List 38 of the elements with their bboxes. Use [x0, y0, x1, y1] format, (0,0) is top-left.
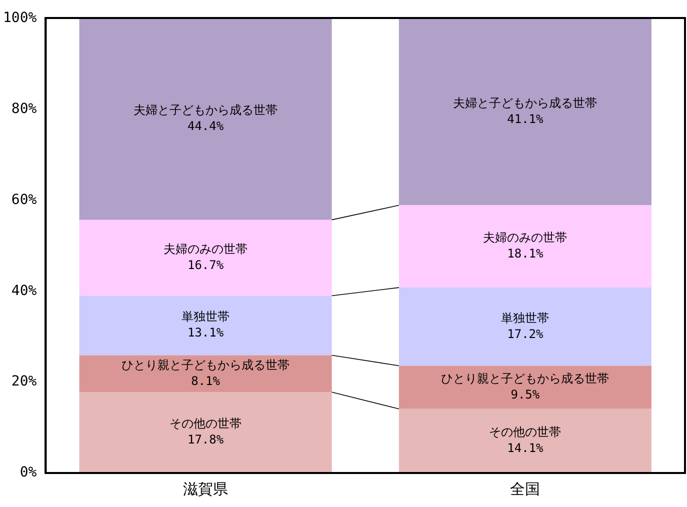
y-tick-label: 0%	[20, 464, 38, 481]
text: 夫婦と子どもから成る世帯	[453, 96, 598, 110]
bar	[398, 408, 652, 473]
x-tick-label: 滋賀県	[183, 480, 228, 498]
data-label: 13.1%	[187, 326, 224, 340]
bar	[79, 18, 332, 220]
bar	[79, 392, 332, 473]
data-label: 44.4%	[187, 119, 224, 134]
text: その他の世帯	[170, 416, 242, 431]
data-label: 18.1%	[507, 246, 544, 261]
series-label: 夫婦のみの世帯	[164, 242, 248, 256]
y-tick-label: 80%	[11, 101, 38, 118]
bar	[79, 220, 332, 296]
series-label: ひとり親と子どもから成る世帯	[122, 358, 290, 372]
bar	[398, 288, 652, 366]
text: 夫婦のみの世帯	[483, 230, 568, 245]
bar	[79, 355, 332, 392]
bar	[398, 366, 652, 409]
series-label: 単独世帯	[182, 310, 230, 324]
data-label: 9.5%	[510, 387, 540, 402]
data-label: 17.2%	[507, 326, 544, 341]
y-tick-label: 20%	[11, 374, 38, 390]
data-label: 41.1%	[507, 112, 544, 126]
y-tick-label: 40%	[11, 282, 38, 299]
data-label: 16.7%	[187, 258, 224, 272]
data-label: 8.1%	[191, 374, 221, 388]
bar	[79, 296, 332, 356]
text: 単独世帯	[501, 310, 550, 325]
series-label: その他の世帯	[489, 425, 562, 440]
data-label: 17.8%	[187, 432, 224, 447]
bar	[398, 205, 652, 288]
y-tick-label: 60%	[11, 192, 38, 208]
data-label: 14.1%	[507, 441, 544, 456]
text: ひとり親と子どもから成る世帯	[441, 371, 610, 386]
bar	[398, 18, 652, 206]
series-label: 夫婦と子どもから成る世帯	[134, 103, 278, 118]
x-tick-label: 全国	[510, 480, 540, 498]
y-tick-label: 100%	[2, 10, 38, 26]
